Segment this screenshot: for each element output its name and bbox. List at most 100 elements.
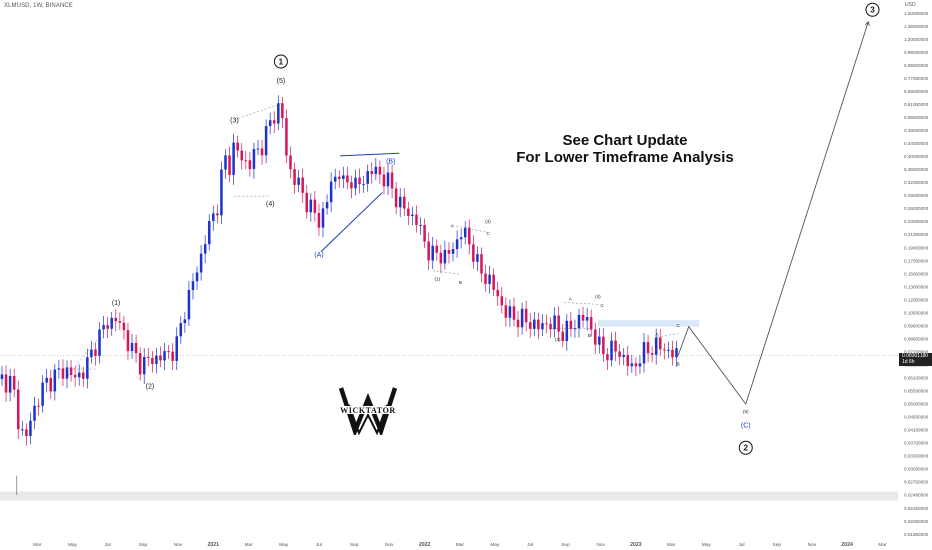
headline-line-1: See Chart Update — [562, 132, 688, 149]
candle-body — [260, 148, 264, 156]
candle-body — [593, 329, 597, 345]
candle-body — [216, 213, 219, 216]
candle-body — [82, 372, 85, 379]
time-tick-label: Nov — [174, 542, 183, 548]
candle-body — [0, 374, 4, 380]
candle-body — [106, 325, 109, 329]
candle-body — [183, 319, 187, 324]
triangle-upper-line — [340, 152, 400, 157]
price-tick-label: 0.03300000 — [904, 454, 929, 459]
candle-body — [585, 316, 589, 321]
candle-body — [626, 354, 630, 367]
candle-body — [427, 241, 430, 261]
candle-body — [159, 355, 162, 361]
candle-body — [439, 252, 443, 264]
price-tick-label: 0.55000000 — [904, 115, 929, 120]
candle-body — [199, 253, 203, 273]
candle-body — [29, 420, 32, 436]
candle-body — [606, 354, 609, 361]
time-tick-label: Jul — [316, 542, 322, 548]
time-axis[interactable]: Mar May Jul Sep Nov 2021 Mar May Jul Sep Nov 2022 Ma… — [33, 542, 887, 548]
price-tick-label: 0.32000000 — [904, 180, 929, 185]
time-tick-label: May — [279, 542, 289, 548]
candle-body — [171, 351, 174, 361]
wave-label: 3 — [870, 5, 875, 15]
wave-guide-line — [65, 339, 98, 380]
wave-label: (C) — [741, 423, 751, 430]
candle-body — [504, 305, 508, 318]
candle-body — [45, 377, 48, 383]
price-tick-label: 0.15000000 — [904, 271, 929, 276]
price-tick-label: 0.19000000 — [904, 245, 929, 250]
wave-label: C — [677, 323, 681, 328]
wave-label: B — [459, 280, 462, 285]
candle-body — [228, 155, 231, 176]
candle-body — [134, 343, 138, 354]
candles-layer — [0, 95, 678, 446]
wave-label: A — [569, 297, 572, 302]
candle-body — [264, 126, 268, 156]
time-tick-label: Mar — [878, 542, 887, 548]
candle-body — [90, 349, 93, 358]
candle-body — [57, 368, 61, 370]
price-tick-label: 0.69000000 — [904, 89, 929, 94]
candle-body — [415, 214, 418, 226]
candle-body — [289, 155, 292, 170]
candle-body — [130, 343, 134, 352]
candle-body — [565, 320, 569, 342]
candle-body — [155, 355, 158, 364]
candle-body — [114, 317, 118, 322]
candle-body — [366, 171, 369, 184]
candle-body — [411, 214, 414, 217]
candle-body — [541, 323, 544, 330]
candle-body — [301, 177, 304, 193]
time-tick-label: Sep — [139, 542, 148, 548]
candle-body — [659, 337, 662, 350]
candle-body — [313, 199, 317, 213]
wave-guide-line — [656, 333, 679, 338]
candle-body — [350, 182, 353, 189]
time-tick-label: 2022 — [419, 542, 431, 548]
candle-body — [151, 357, 154, 364]
candle-body — [667, 349, 670, 351]
price-tick-label: 0.17000000 — [904, 258, 929, 263]
support-zone — [0, 491, 898, 501]
candle-body — [167, 351, 170, 353]
candle-body — [317, 212, 321, 228]
candle-body — [524, 308, 528, 323]
price-tick-label: 0.03000000 — [904, 467, 929, 472]
chart-headline: See Chart Update For Lower Timeframe Ana… — [495, 132, 755, 166]
wave-circle — [865, 2, 880, 17]
price-axis[interactable]: USD 1.50000000 1.35000000 1.20000000 0.98000… — [904, 2, 929, 537]
price-tick-label: 0.26000000 — [904, 206, 929, 211]
price-tick-label: 0.02050000 — [904, 519, 929, 524]
wave-label: A — [656, 332, 659, 337]
candle-body — [179, 323, 183, 337]
candle-body — [370, 171, 374, 174]
wave-label: C — [486, 231, 490, 236]
time-tick-label: May — [702, 542, 712, 548]
candle-body — [598, 336, 601, 345]
candle-body — [220, 169, 223, 216]
candle-body — [281, 103, 284, 119]
price-tick-label: 0.61000000 — [904, 102, 929, 107]
candle-body — [98, 329, 101, 356]
wave-label: (3) — [555, 337, 561, 342]
time-tick-label: May — [68, 542, 78, 548]
candle-body — [236, 142, 239, 151]
price-tick-label: 0.06100000 — [904, 376, 929, 381]
wave-label: (3) — [230, 117, 239, 124]
wave-label: 1 — [279, 57, 284, 67]
wave-guide-line — [564, 302, 598, 305]
time-tick-label: May — [490, 542, 500, 548]
candle-body — [102, 325, 105, 330]
candle-body — [618, 351, 621, 357]
candle-body — [403, 196, 406, 209]
candle-body — [472, 244, 475, 262]
candle-body — [545, 323, 548, 325]
candle-body — [203, 244, 207, 254]
wave-circle — [273, 54, 288, 69]
candle-body — [492, 274, 495, 290]
price-tick-label: 0.13000000 — [904, 284, 929, 289]
